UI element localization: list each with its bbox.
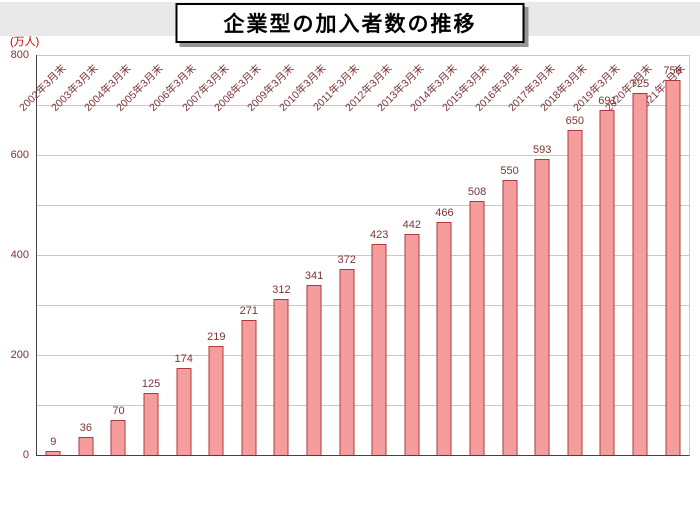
- bar-slot: 550 2016年3月末: [473, 55, 526, 455]
- bar-value-label: 219: [207, 330, 226, 343]
- gridline: [37, 255, 689, 256]
- bar: [45, 450, 61, 455]
- y-axis-tick-label: 200: [10, 349, 29, 361]
- bar: [599, 109, 615, 455]
- bar-slot: 312 2009年3月末: [245, 55, 298, 455]
- bar-slot: 70 2004年3月末: [82, 55, 135, 455]
- gridline: [37, 55, 689, 56]
- bar-value-label: 372: [337, 254, 356, 266]
- bar: [534, 158, 550, 455]
- bar-value-label: 508: [467, 186, 487, 198]
- y-axis-tick-label: 800: [10, 49, 29, 61]
- bar-value-label: 750: [663, 65, 682, 77]
- bar-value-label: 9: [50, 435, 57, 448]
- bar-slot: 9 2002年3月末: [17, 55, 70, 455]
- bar-value-label: 725: [630, 77, 650, 90]
- bar-slot: 174 2006年3月末: [147, 55, 200, 455]
- bar: [567, 130, 583, 455]
- bar-slot: 36 2003年3月末: [49, 55, 103, 455]
- gridline: [37, 355, 689, 356]
- bar: [339, 269, 355, 455]
- y-axis-tick-label: 600: [10, 149, 29, 161]
- bar-slot: 691 2019年3月末: [571, 55, 624, 455]
- bar: [208, 345, 224, 455]
- bar-slot: 593 2017年3月末: [506, 55, 559, 455]
- y-axis-unit-label: (万人): [10, 36, 40, 48]
- bar-slot: 725 2020年3月末: [603, 55, 657, 455]
- bar-value-label: 36: [79, 422, 93, 434]
- y-axis-tick-label: 0: [22, 449, 29, 461]
- gridline: [37, 105, 689, 106]
- gridline: [37, 155, 689, 156]
- bar: [371, 243, 387, 455]
- bar: [665, 80, 681, 455]
- chart-title: 企業型の加入者数の推移: [223, 13, 477, 36]
- bar-value-label: 650: [565, 115, 584, 127]
- bar-slot: 271 2008年3月末: [212, 55, 266, 455]
- gridline: [37, 305, 689, 306]
- bar-slot: 650 2018年3月末: [538, 55, 592, 455]
- bar-value-label: 174: [174, 353, 193, 365]
- bar-slot: 466 2014年3月末: [408, 55, 461, 455]
- bar-value-label: 341: [304, 269, 324, 282]
- bar: [502, 180, 518, 455]
- bar-value-label: 691: [598, 94, 617, 107]
- bar-value-label: 466: [435, 207, 454, 219]
- bar-slot: 341 2010年3月末: [278, 55, 331, 455]
- bar-value-label: 70: [112, 405, 125, 417]
- bar-value-label: 550: [500, 165, 519, 177]
- bar: [436, 222, 452, 455]
- bar-slot: 372 2011年3月末: [311, 55, 363, 455]
- bar: [110, 420, 126, 455]
- bar-slot: 125 2005年3月末: [115, 55, 168, 455]
- bar-value-label: 312: [272, 284, 291, 296]
- bar-slot: 219 2007年3月末: [180, 55, 233, 455]
- bar-value-label: 271: [239, 304, 259, 317]
- gridline: [37, 205, 689, 206]
- bar-slot: 508 2015年3月末: [441, 55, 494, 455]
- bar-value-label: 593: [533, 143, 552, 156]
- bar-slot: 442 2013年3月末: [375, 55, 429, 455]
- bar-value-label: 423: [370, 228, 389, 241]
- y-axis-tick-labels: 0 200 400 600 800: [0, 49, 32, 461]
- plot-area: 9 2002年3月末 36 2003年3月末 70 2004年3月末 125 2005年3月末…: [17, 55, 690, 456]
- bar: [241, 319, 257, 455]
- bar: [306, 284, 322, 455]
- bar-value-label: 442: [402, 219, 422, 231]
- y-axis-tick-label: 400: [10, 249, 29, 261]
- bar-slot: 423 2012年3月末: [343, 55, 396, 455]
- bar: [176, 368, 192, 455]
- bar-slot: 750 2021年3月末: [636, 55, 689, 455]
- bar: [469, 201, 485, 455]
- gridline: [37, 405, 689, 406]
- bar: [632, 92, 648, 455]
- bar: [143, 392, 159, 455]
- chart-title-box: 企業型の加入者数の推移: [175, 3, 525, 43]
- bar: [273, 299, 289, 455]
- bar: [78, 437, 94, 455]
- bar: [404, 234, 420, 455]
- bar-value-label: 125: [141, 377, 161, 390]
